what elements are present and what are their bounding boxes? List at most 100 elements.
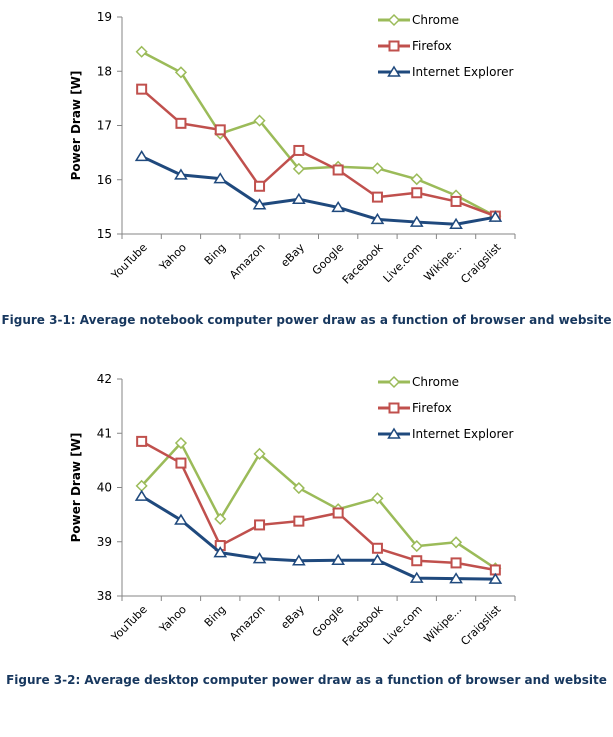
data-point-firefox-google	[332, 507, 344, 519]
data-point-internet-explorer-amazon	[252, 552, 267, 564]
series-line-chrome	[140, 441, 497, 570]
data-point-internet-explorer-google	[331, 553, 345, 565]
legend-item-chrome: Chrome	[378, 375, 459, 389]
figure-caption-3-1: Figure 3-1: Average notebook computer po…	[1, 313, 612, 327]
x-tick-label-youtube: YouTube	[108, 241, 150, 283]
data-point-chrome-amazon	[253, 114, 266, 127]
data-point-chrome-youtube	[135, 45, 148, 58]
legend-marker-triangle-icon	[387, 65, 401, 77]
data-point-firefox-live-com	[411, 187, 423, 199]
x-tick-label-facebook: Facebook	[340, 602, 386, 648]
legend-marker-diamond-icon	[387, 13, 401, 27]
data-point-chrome-yahoo	[174, 66, 188, 79]
data-point-chrome-yahoo	[174, 436, 188, 450]
y-tick-label: 42	[97, 372, 112, 386]
legend-item-internet-explorer: Internet Explorer	[378, 427, 513, 441]
legend-item-chrome: Chrome	[378, 13, 459, 27]
y-tick-label: 19	[97, 10, 112, 24]
legend-label: Firefox	[412, 401, 452, 415]
legend-label: Chrome	[412, 13, 459, 27]
x-tick-label-bing: Bing	[202, 241, 229, 268]
data-point-internet-explorer-bing	[213, 172, 228, 184]
x-tick-label-google: Google	[310, 241, 347, 278]
x-tick-label-craigslist: Craigslist	[458, 602, 504, 648]
legend-marker-diamond-icon	[387, 375, 401, 389]
data-point-chrome-ebay	[292, 162, 305, 175]
data-point-chrome-facebook	[371, 162, 384, 175]
data-point-internet-explorer-wikipe	[449, 217, 463, 229]
series-line-firefox	[141, 440, 496, 572]
y-tick-label: 16	[97, 173, 112, 187]
legend-item-firefox: Firefox	[378, 39, 452, 53]
data-point-internet-explorer-live-com	[409, 571, 424, 583]
x-tick-label-amazon: Amazon	[227, 603, 268, 644]
series-internet-explorer	[134, 149, 503, 229]
legend-label: Internet Explorer	[412, 427, 513, 441]
y-tick-label: 15	[97, 227, 112, 241]
legend-marker-square-icon	[388, 402, 400, 414]
series-firefox	[136, 435, 501, 576]
legend-marker-square-icon	[388, 40, 400, 52]
x-tick-label-ebay: eBay	[278, 603, 307, 632]
legend: Chrome Firefox Internet Explorer	[378, 13, 513, 79]
data-point-internet-explorer-craigslist	[488, 572, 503, 584]
data-point-internet-explorer-yahoo	[174, 168, 188, 180]
x-tick-label-ebay: eBay	[278, 241, 307, 270]
series-chrome	[135, 436, 502, 575]
data-point-firefox-bing	[214, 124, 226, 136]
x-tick-label-yahoo: Yahoo	[156, 603, 189, 636]
data-point-chrome-facebook	[371, 492, 384, 505]
y-tick-label: 39	[97, 535, 112, 549]
x-tick-label-yahoo: Yahoo	[156, 241, 189, 274]
data-point-firefox-amazon	[254, 180, 266, 192]
data-point-firefox-live-com	[411, 555, 423, 567]
data-point-chrome-bing	[214, 512, 227, 526]
data-point-internet-explorer-yahoo	[174, 513, 188, 525]
legend-marker-triangle-icon	[387, 427, 401, 439]
series-line-internet-explorer	[140, 494, 496, 581]
data-point-firefox-google	[332, 164, 344, 176]
y-tick-label: 18	[97, 64, 112, 78]
legend-label: Chrome	[412, 375, 459, 389]
data-point-firefox-yahoo	[175, 457, 187, 469]
x-tick-label-facebook: Facebook	[340, 240, 386, 286]
data-point-firefox-wikipe	[450, 557, 462, 569]
data-point-firefox-youtube	[136, 83, 148, 95]
data-point-internet-explorer-youtube	[134, 489, 149, 501]
data-point-firefox-ebay	[293, 144, 305, 156]
y-tick-label: 38	[97, 589, 112, 603]
x-tick-label-youtube: YouTube	[108, 603, 150, 645]
data-point-internet-explorer-ebay	[292, 554, 306, 566]
data-point-firefox-yahoo	[175, 117, 187, 129]
legend-label: Internet Explorer	[412, 65, 513, 79]
legend-label: Firefox	[412, 39, 452, 53]
data-point-internet-explorer-ebay	[292, 192, 306, 205]
y-tick-label: 40	[97, 481, 112, 495]
data-point-firefox-facebook	[371, 542, 383, 554]
series-line-internet-explorer	[141, 155, 496, 226]
data-point-firefox-wikipe	[450, 195, 462, 207]
data-point-internet-explorer-facebook	[370, 553, 385, 565]
series-internet-explorer	[134, 489, 503, 584]
legend: Chrome Firefox Internet Explorer	[378, 375, 513, 441]
y-tick-label: 17	[97, 119, 112, 133]
data-point-chrome-live-com	[410, 540, 423, 553]
x-tick-label-bing: Bing	[202, 603, 229, 630]
data-point-internet-explorer-youtube	[134, 149, 149, 162]
data-point-chrome-live-com	[410, 173, 423, 186]
y-axis-title: Power Draw [W]	[69, 433, 83, 543]
series-line-chrome	[141, 50, 496, 218]
x-tick-label-live-com: Live.com	[381, 603, 425, 647]
data-point-chrome-wikipe	[449, 536, 463, 549]
data-point-chrome-amazon	[253, 447, 266, 460]
data-point-firefox-youtube	[136, 435, 148, 447]
data-point-internet-explorer-amazon	[252, 198, 267, 210]
data-point-internet-explorer-facebook	[370, 212, 385, 225]
data-point-firefox-ebay	[293, 515, 305, 527]
data-point-chrome-ebay	[292, 481, 305, 495]
x-tick-label-amazon: Amazon	[227, 241, 268, 282]
x-tick-label-google: Google	[310, 603, 347, 640]
x-tick-label-live-com: Live.com	[381, 241, 425, 285]
data-point-internet-explorer-craigslist	[488, 210, 503, 222]
